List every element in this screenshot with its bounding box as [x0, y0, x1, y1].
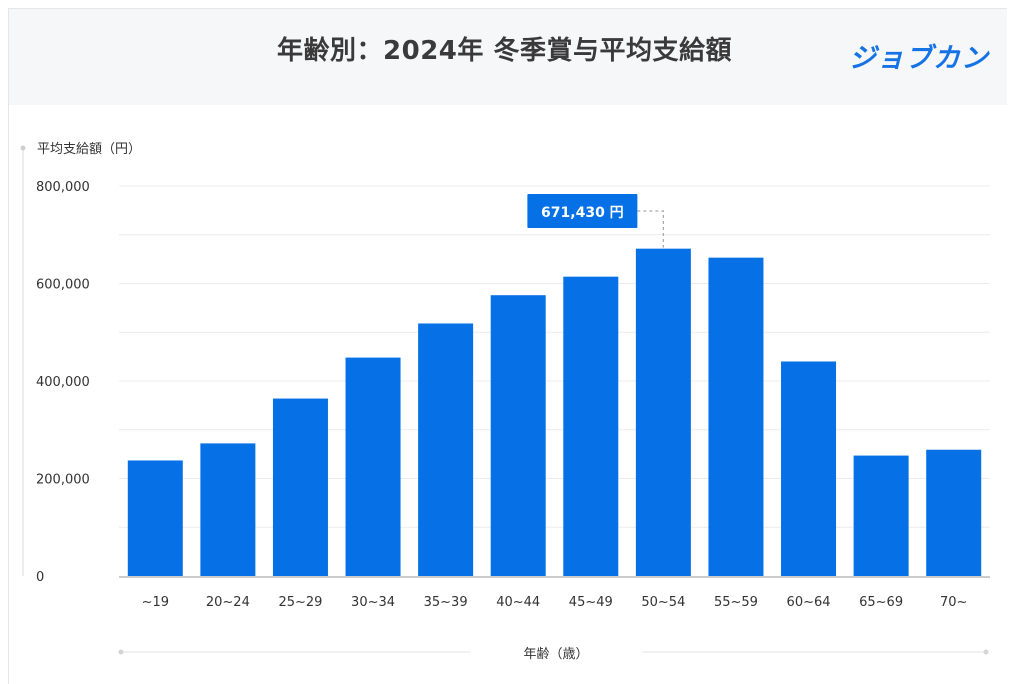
x-tick-label: 45~49 [569, 595, 613, 610]
y-tick-label: 200,000 [36, 473, 90, 488]
chart-header [9, 9, 1007, 105]
chart-frame [8, 8, 1007, 684]
x-axis-rule-dot-right [983, 649, 989, 655]
bar-20~24[interactable] [200, 443, 256, 576]
bar-45~49[interactable] [563, 276, 619, 576]
x-tick-label: 35~39 [424, 595, 468, 610]
x-tick-label: 20~24 [206, 595, 250, 610]
y-axis-title: 平均支給額（円） [37, 142, 141, 157]
grid-lines [119, 185, 990, 528]
highlight-callout: 671,430 円 [527, 194, 665, 248]
y-tick-label: 800,000 [36, 180, 90, 195]
bar-~19[interactable] [127, 460, 183, 576]
callout-connector [637, 210, 665, 248]
bar-70~[interactable] [926, 449, 982, 576]
y-tick-label: 0 [36, 570, 44, 585]
bar-60~64[interactable] [781, 361, 837, 577]
bar-50~54[interactable] [635, 248, 691, 577]
x-tick-label: 55~59 [714, 595, 758, 610]
y-tick-label: 400,000 [36, 375, 90, 390]
chart-title: 年齢別：2024年 冬季賞与平均支給額 [277, 36, 732, 66]
bar-25~29[interactable] [272, 398, 328, 576]
bar-30~34[interactable] [345, 357, 401, 576]
bar-55~59[interactable] [708, 257, 764, 576]
x-tick-labels: ~19 20~24 25~29 30~34 35~39 40~44 45~49 50~54 55… [142, 595, 968, 610]
x-tick-label: 60~64 [787, 595, 831, 610]
bar-40~44[interactable] [490, 295, 546, 576]
x-tick-label: 25~29 [278, 595, 322, 610]
x-tick-label: 40~44 [496, 595, 540, 610]
y-axis-dot [20, 145, 26, 151]
callout-label: 671,430 円 [541, 205, 624, 221]
bars [127, 248, 982, 577]
x-tick-label: ~19 [142, 595, 169, 610]
x-tick-label: 50~54 [641, 595, 685, 610]
x-tick-label: 30~34 [351, 595, 395, 610]
y-tick-labels: 800,000 600,000 400,000 200,000 0 [36, 180, 90, 585]
brand-logo: ジョブカン [849, 43, 989, 74]
callout-box [527, 194, 638, 228]
x-axis-rule-dot-left [118, 649, 124, 655]
x-axis-title: 年齢（歳） [523, 647, 588, 662]
y-tick-label: 600,000 [36, 278, 90, 293]
bar-35~39[interactable] [418, 323, 474, 576]
x-tick-label: 65~69 [859, 595, 903, 610]
x-tick-label: 70~ [940, 595, 967, 610]
bar-65~69[interactable] [853, 455, 909, 576]
